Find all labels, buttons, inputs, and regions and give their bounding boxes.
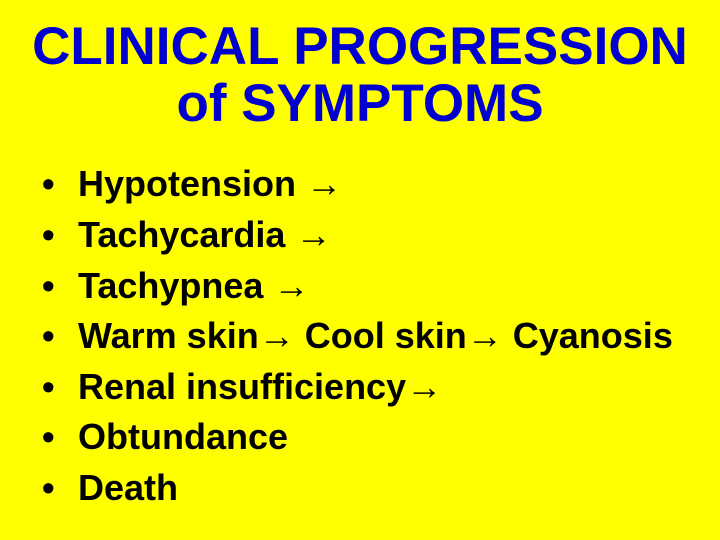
bullet-list: •Hypotension →•Tachycardia →•Tachypnea →… <box>42 160 692 512</box>
bullet-marker: • <box>42 363 78 412</box>
list-item: •Tachypnea → <box>42 262 692 311</box>
slide-title: CLINICAL PROGRESSION of SYMPTOMS <box>28 18 692 132</box>
bullet-text: Tachypnea → <box>78 262 692 311</box>
slide: CLINICAL PROGRESSION of SYMPTOMS •Hypote… <box>0 0 720 540</box>
arrow-right-icon: → <box>273 265 309 306</box>
bullet-text: Obtundance <box>78 413 692 462</box>
bullet-text: Death <box>78 464 692 513</box>
list-item: •Warm skin→ Cool skin→ Cyanosis <box>42 312 692 361</box>
bullet-marker: • <box>42 160 78 209</box>
arrow-right-icon: → <box>259 315 295 356</box>
bullet-marker: • <box>42 413 78 462</box>
list-item: •Obtundance <box>42 413 692 462</box>
bullet-text: Hypotension → <box>78 160 692 209</box>
arrow-right-icon: → <box>406 366 442 407</box>
list-item: •Tachycardia → <box>42 211 692 260</box>
list-item: •Hypotension → <box>42 160 692 209</box>
bullet-text: Warm skin→ Cool skin→ Cyanosis <box>78 312 692 361</box>
bullet-marker: • <box>42 464 78 513</box>
bullet-text: Renal insufficiency→ <box>78 363 692 412</box>
bullet-text: Tachycardia → <box>78 211 692 260</box>
arrow-right-icon: → <box>467 315 503 356</box>
bullet-marker: • <box>42 312 78 361</box>
list-item: •Renal insufficiency→ <box>42 363 692 412</box>
arrow-right-icon: → <box>295 214 331 255</box>
bullet-marker: • <box>42 262 78 311</box>
arrow-right-icon: → <box>306 163 342 204</box>
bullet-marker: • <box>42 211 78 260</box>
list-item: •Death <box>42 464 692 513</box>
